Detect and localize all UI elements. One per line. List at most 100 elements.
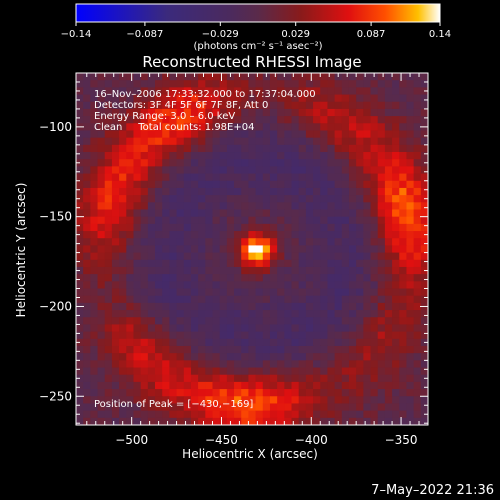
heatmap-pixel [255, 209, 264, 218]
heatmap-pixel [140, 288, 149, 297]
heatmap-pixel [284, 374, 293, 383]
heatmap-pixel [155, 338, 163, 347]
heatmap-pixel [341, 238, 350, 246]
heatmap-pixel [234, 345, 242, 354]
heatmap-pixel [76, 245, 84, 254]
heatmap-pixel [269, 252, 278, 261]
heatmap-pixel [176, 166, 185, 175]
heatmap-pixel [320, 108, 328, 117]
heatmap-pixel [363, 331, 372, 340]
heatmap-pixel [298, 266, 307, 275]
heatmap-pixel [219, 353, 228, 361]
heatmap-pixel [97, 374, 106, 383]
heatmap-pixel [370, 223, 379, 232]
heatmap-pixel [262, 353, 271, 361]
heatmap-pixel [226, 223, 235, 232]
heatmap-pixel [334, 403, 343, 412]
heatmap-pixel [399, 417, 407, 425]
heatmap-pixel [119, 274, 127, 282]
heatmap-pixel [363, 231, 372, 239]
heatmap-pixel [392, 274, 400, 282]
heatmap-pixel [305, 310, 314, 318]
heatmap-pixel [155, 324, 163, 333]
heatmap-pixel [212, 130, 221, 139]
heatmap-pixel [97, 137, 106, 146]
heatmap-pixel [363, 87, 372, 96]
heatmap-pixel [119, 245, 127, 254]
heatmap-pixel [305, 389, 314, 397]
heatmap-pixel [320, 144, 328, 153]
heatmap-pixel [183, 367, 192, 376]
peak-position-label: Position of Peak = [−430,−169] [94, 399, 253, 410]
heatmap-pixel [226, 389, 235, 397]
heatmap-pixel [76, 223, 84, 232]
heatmap-pixel [176, 274, 185, 282]
heatmap-pixel [205, 116, 213, 124]
heatmap-pixel [212, 338, 221, 347]
heatmap-pixel [377, 295, 386, 304]
heatmap-pixel [183, 374, 192, 383]
heatmap-pixel [334, 80, 343, 88]
heatmap-pixel [198, 295, 206, 304]
heatmap-pixel [190, 410, 199, 419]
heatmap-pixel [284, 396, 293, 404]
heatmap-pixel [399, 123, 407, 131]
heatmap-pixel [212, 152, 221, 160]
heatmap-pixel [341, 137, 350, 146]
heatmap-pixel [219, 259, 228, 268]
heatmap-pixel [83, 245, 91, 254]
heatmap-pixel [183, 238, 192, 246]
heatmap-pixel [126, 252, 134, 261]
heatmap-pixel [291, 252, 300, 261]
heatmap-pixel [255, 338, 264, 347]
heatmap-pixel [269, 417, 278, 425]
heatmap-pixel [241, 180, 249, 189]
heatmap-pixel [341, 259, 350, 268]
heatmap-pixel [198, 238, 206, 246]
heatmap-pixel [384, 374, 393, 383]
heatmap-pixel [413, 94, 422, 103]
heatmap-pixel [269, 195, 278, 203]
heatmap-pixel [363, 259, 372, 268]
heatmap-pixel [140, 173, 149, 182]
heatmap-pixel [147, 302, 156, 311]
heatmap-pixel [198, 123, 206, 131]
heatmap-pixel [169, 87, 178, 96]
heatmap-pixel [370, 338, 379, 347]
heatmap-pixel [399, 288, 407, 297]
heatmap-pixel [212, 87, 221, 96]
heatmap-pixel [126, 87, 134, 96]
heatmap-pixel [219, 317, 228, 325]
heatmap-pixel [212, 223, 221, 232]
heatmap-pixel [406, 80, 415, 88]
heatmap-pixel [298, 389, 307, 397]
heatmap-pixel [305, 374, 314, 383]
heatmap-pixel [155, 317, 163, 325]
heatmap-pixel [377, 152, 386, 160]
heatmap-pixel [241, 202, 249, 210]
heatmap-pixel [119, 403, 127, 412]
heatmap-pixel [226, 302, 235, 311]
heatmap-pixel [183, 223, 192, 232]
heatmap-pixel [327, 245, 336, 254]
heatmap-pixel [198, 353, 206, 361]
heatmap-pixel [413, 238, 422, 246]
heatmap-pixel [327, 266, 336, 275]
heatmap-pixel [169, 374, 178, 383]
heatmap-pixel [413, 231, 422, 239]
heatmap-pixel [169, 259, 178, 268]
heatmap-pixel [334, 116, 343, 124]
heatmap-pixel [406, 173, 415, 182]
heatmap-pixel [406, 360, 415, 369]
heatmap-pixel [291, 137, 300, 146]
heatmap-pixel [377, 281, 386, 290]
heatmap-pixel [198, 381, 206, 390]
heatmap-pixel [384, 223, 393, 232]
heatmap-pixel [241, 410, 249, 419]
heatmap-pixel [291, 180, 300, 189]
heatmap-pixel [399, 209, 407, 218]
heatmap-pixel [155, 403, 163, 412]
heatmap-pixel [155, 288, 163, 297]
heatmap-pixel [162, 252, 170, 261]
heatmap-pixel [155, 331, 163, 340]
